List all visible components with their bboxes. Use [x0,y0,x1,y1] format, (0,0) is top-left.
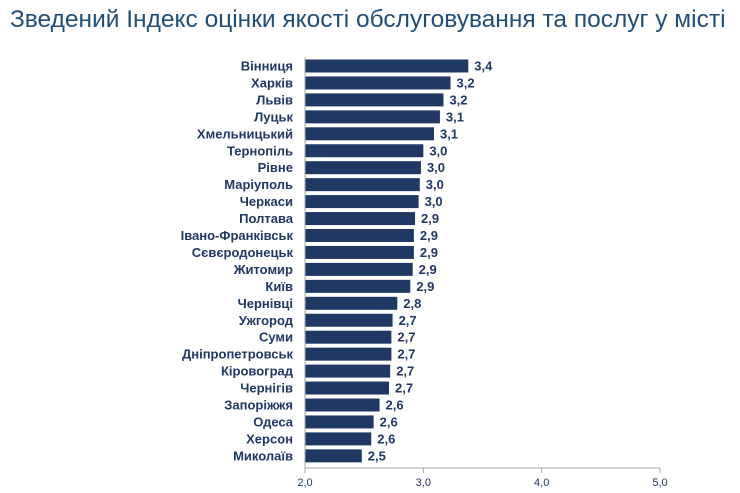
x-tick-label: 5,0 [652,477,667,489]
data-label: 3,0 [429,143,447,158]
category-label: Ужгород [239,313,294,328]
category-label: Чернігів [240,381,293,396]
data-label: 2,7 [399,313,417,328]
category-label: Київ [265,279,293,294]
data-label: 2,9 [416,279,434,294]
chart-title: Зведений Індекс оцінки якості обслуговув… [10,6,726,33]
category-label: Запоріжжя [224,398,293,413]
data-label: 3,0 [427,160,445,175]
data-label: 3,2 [449,92,467,107]
bar [305,415,374,429]
category-label: Полтава [239,211,294,226]
data-label: 3,0 [425,194,443,209]
bar [305,364,391,378]
bar [305,262,413,276]
bar [305,178,420,192]
bar [305,449,362,463]
category-label: Кіровоград [221,364,294,379]
bar [305,347,392,361]
category-label: Маріуполь [224,177,293,192]
data-label: 2,5 [368,448,386,463]
category-label: Рівне [258,160,293,175]
category-label: Харків [251,75,293,90]
bar [305,296,398,310]
x-tick-label: 4,0 [534,477,549,489]
bar [305,161,421,175]
bars [305,59,469,463]
data-label: 3,2 [457,75,475,90]
data-label: 2,6 [386,398,404,413]
value-labels: 3,43,23,23,13,13,03,03,03,02,92,92,92,92… [368,59,493,464]
category-label: Черкаси [240,194,293,209]
category-label: Суми [259,330,293,345]
bar [305,195,419,209]
data-label: 2,7 [397,347,415,362]
bar [305,279,411,293]
bar [305,144,424,158]
data-label: 3,4 [474,59,493,74]
category-label: Сєвєродонецьк [192,245,294,260]
bar [305,110,440,124]
bar [305,59,469,73]
data-label: 3,1 [440,126,458,141]
category-label: Вінниця [241,59,293,74]
category-label: Житомир [233,262,293,277]
data-label: 2,8 [403,296,421,311]
data-label: 2,9 [420,228,438,243]
data-label: 2,6 [380,414,398,429]
category-label: Миколаїв [233,448,293,463]
bar [305,330,392,344]
data-label: 2,9 [419,262,437,277]
bar [305,76,451,90]
bar [305,398,380,412]
bar [305,229,414,242]
category-label: Івано-Франківськ [181,228,294,243]
data-label: 3,0 [426,177,444,192]
data-label: 2,6 [377,431,395,446]
category-label: Хмельницький [197,126,293,141]
category-label: Дніпропетровськ [182,347,294,362]
bar [305,212,416,226]
x-axis: 2,0 3,0 4,0 5,0 [297,57,668,489]
category-label: Одеса [253,414,293,429]
data-label: 2,7 [397,330,415,345]
bar [305,432,372,446]
category-label: Херсон [246,431,293,446]
bar [305,381,390,395]
data-label: 2,7 [396,364,414,379]
category-label: Тернопіль [227,143,293,158]
bar [305,127,434,141]
data-label: 3,1 [446,109,464,124]
bar [305,93,444,107]
data-label: 2,9 [420,245,438,260]
bar [305,313,393,327]
bar [305,245,414,259]
data-label: 2,9 [421,211,439,226]
category-label: Луцьк [254,109,293,124]
x-tick-label: 2,0 [297,477,312,489]
data-label: 2,7 [395,381,413,396]
category-label: Чернівці [238,296,293,311]
x-tick-label: 3,0 [416,477,431,489]
category-label: Львів [256,92,293,107]
